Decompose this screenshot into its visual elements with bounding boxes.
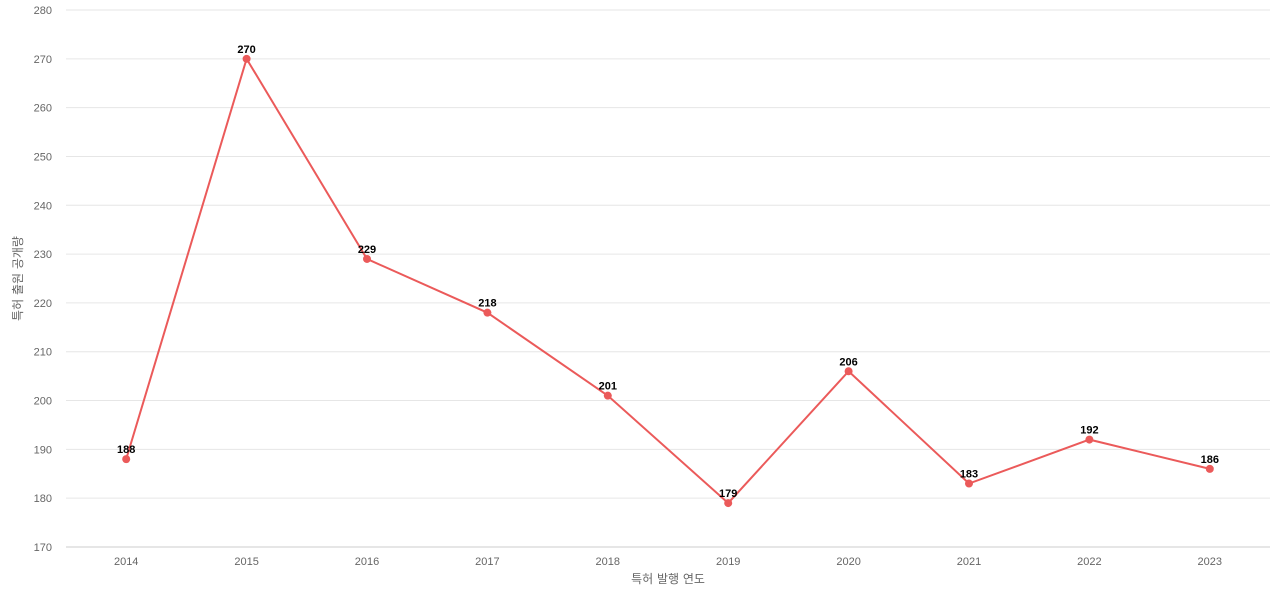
x-tick-label: 2023 xyxy=(1198,556,1222,568)
x-tick-label: 2017 xyxy=(475,556,499,568)
data-label: 229 xyxy=(358,244,376,256)
x-tick-label: 2015 xyxy=(234,556,258,568)
x-axis-title: 특허 발행 연도 xyxy=(631,571,705,586)
y-tick-label: 180 xyxy=(34,493,52,505)
data-labels: 188 270 229 218 201 179 206 183 192 186 xyxy=(117,44,1219,500)
y-tick-label: 190 xyxy=(34,444,52,456)
y-tick-label: 270 xyxy=(34,54,52,66)
data-label: 270 xyxy=(237,44,255,56)
x-tick-label: 2021 xyxy=(957,556,981,568)
y-tick-label: 250 xyxy=(34,151,52,163)
data-label: 192 xyxy=(1080,425,1098,437)
x-tick-label: 2022 xyxy=(1077,556,1101,568)
y-tick-label: 210 xyxy=(34,347,52,359)
series-layer xyxy=(122,54,1214,508)
data-point xyxy=(844,367,853,376)
x-tick-label: 2014 xyxy=(114,556,138,568)
data-label: 188 xyxy=(117,444,135,456)
data-label: 201 xyxy=(599,381,617,393)
y-tick-label: 170 xyxy=(34,542,52,554)
data-point xyxy=(1205,464,1214,473)
data-label: 206 xyxy=(839,356,857,368)
data-point xyxy=(242,54,251,63)
data-point xyxy=(122,455,131,464)
series-line xyxy=(125,56,1211,505)
x-tick-label: 2019 xyxy=(716,556,740,568)
y-tick-label: 280 xyxy=(34,5,52,17)
x-tick-label: 2018 xyxy=(596,556,620,568)
y-tick-label: 240 xyxy=(34,200,52,212)
y-axis-title: 특허 출원 공개량 xyxy=(11,236,25,321)
data-label: 186 xyxy=(1201,454,1219,466)
data-point xyxy=(483,308,492,317)
grid xyxy=(66,9,1270,499)
x-tick-label: 2020 xyxy=(836,556,860,568)
y-tick-label: 230 xyxy=(34,249,52,261)
data-point xyxy=(363,254,371,263)
data-point xyxy=(1085,435,1094,444)
y-axis-ticks: 170 180 190 200 210 220 230 240 250 260 270 280 xyxy=(34,5,52,554)
data-point xyxy=(603,391,612,400)
y-tick-label: 220 xyxy=(34,298,52,310)
y-tick-label: 200 xyxy=(34,396,52,408)
data-label: 183 xyxy=(960,469,978,481)
x-axis-ticks: 2014 2015 2016 2017 2018 2019 2020 2021 2022 2023 xyxy=(114,556,1222,568)
x-tick-label: 2016 xyxy=(355,556,379,568)
y-tick-label: 260 xyxy=(34,103,52,115)
data-label: 218 xyxy=(478,298,496,310)
data-point xyxy=(965,479,973,488)
data-point xyxy=(724,499,733,508)
data-label: 179 xyxy=(719,488,737,500)
